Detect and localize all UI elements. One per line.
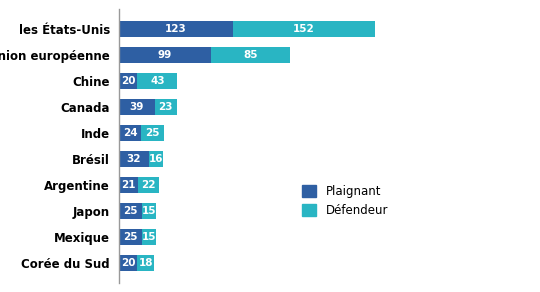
Text: 43: 43 <box>150 76 165 86</box>
Bar <box>119 47 211 63</box>
Text: 99: 99 <box>158 50 172 60</box>
Text: 25: 25 <box>123 206 138 216</box>
Text: 20: 20 <box>121 258 136 268</box>
Bar <box>119 125 141 141</box>
Bar <box>137 255 154 271</box>
Text: 15: 15 <box>142 232 156 242</box>
Text: 85: 85 <box>244 50 258 60</box>
Bar <box>119 177 138 193</box>
Text: 15: 15 <box>142 206 156 216</box>
Bar <box>155 99 177 115</box>
Bar <box>138 177 159 193</box>
Text: 152: 152 <box>293 24 315 34</box>
Bar <box>119 21 233 37</box>
Legend: Plaignant, Défendeur: Plaignant, Défendeur <box>302 185 388 217</box>
Bar <box>119 99 155 115</box>
Text: 25: 25 <box>123 232 138 242</box>
Text: 32: 32 <box>126 154 141 164</box>
Text: 22: 22 <box>141 180 156 190</box>
Bar <box>119 255 137 271</box>
Text: 25: 25 <box>146 128 160 138</box>
Bar <box>119 203 142 219</box>
Text: 18: 18 <box>139 258 153 268</box>
Text: 39: 39 <box>130 102 144 112</box>
Text: 20: 20 <box>121 76 136 86</box>
Bar <box>119 73 137 89</box>
Bar <box>119 229 142 245</box>
Bar <box>119 151 148 167</box>
Bar <box>142 229 156 245</box>
Bar <box>142 203 156 219</box>
Bar <box>148 151 164 167</box>
Text: 24: 24 <box>123 128 137 138</box>
Text: 123: 123 <box>165 24 187 34</box>
Text: 16: 16 <box>149 154 163 164</box>
Text: 21: 21 <box>122 180 136 190</box>
Bar <box>233 21 375 37</box>
Text: 23: 23 <box>159 102 173 112</box>
Bar <box>137 73 178 89</box>
Bar <box>211 47 290 63</box>
Bar <box>141 125 164 141</box>
